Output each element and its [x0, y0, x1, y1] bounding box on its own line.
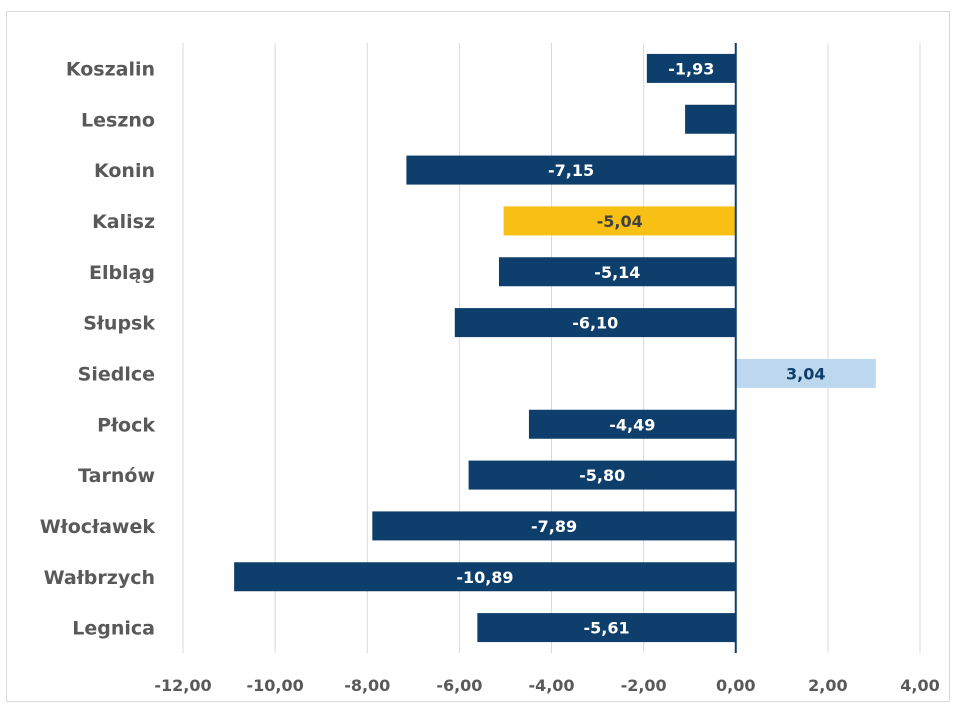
- category-label: Konin: [94, 160, 155, 182]
- data-label: -1,10: [687, 110, 733, 129]
- bars: [234, 53, 876, 643]
- data-label: -6,10: [572, 314, 618, 333]
- category-label: Tarnów: [78, 465, 155, 487]
- category-label: Siedlce: [78, 363, 155, 385]
- bar: [735, 358, 876, 388]
- bar: [454, 308, 736, 338]
- category-label: Leszno: [81, 109, 155, 131]
- category-label: Legnica: [72, 618, 155, 640]
- category-label: Elbląg: [89, 262, 155, 284]
- bar: [406, 155, 736, 185]
- data-label: -10,89: [456, 568, 513, 587]
- x-tick-label: -6,00: [436, 676, 482, 695]
- gridlines: [182, 43, 921, 653]
- labels: -12,00 -10,00 -8,00 -6,00 -4,00 -2,00 0,00 2,00…: [40, 58, 940, 695]
- data-label: -5,61: [583, 619, 629, 638]
- x-tick-label: -4,00: [528, 676, 574, 695]
- data-label: -5,04: [597, 212, 643, 231]
- x-tick-label: -12,00: [154, 676, 211, 695]
- data-label: -5,14: [594, 263, 640, 282]
- data-label: -7,15: [548, 161, 594, 180]
- bar: [503, 206, 736, 236]
- x-tick-label: 4,00: [900, 676, 939, 695]
- bar: [477, 613, 736, 643]
- data-label: -4,49: [609, 415, 655, 434]
- bar: [234, 562, 736, 592]
- x-tick-label: -8,00: [344, 676, 390, 695]
- bar: [528, 409, 736, 439]
- category-label: Wałbrzych: [44, 567, 155, 589]
- x-tick-label: -10,00: [247, 676, 304, 695]
- data-label: 3,04: [786, 364, 825, 383]
- data-label: -7,89: [531, 517, 577, 536]
- bar: [685, 104, 736, 134]
- category-label: Koszalin: [66, 58, 155, 80]
- category-label: Kalisz: [92, 211, 155, 233]
- x-tick-label: 0,00: [716, 676, 755, 695]
- bar: [646, 53, 736, 83]
- category-label: Płock: [97, 414, 155, 436]
- category-label: Włocławek: [40, 516, 156, 538]
- bar: [468, 460, 736, 490]
- data-label: -5,80: [579, 466, 625, 485]
- bar: [372, 511, 736, 541]
- bar: [498, 257, 736, 287]
- x-tick-label: 2,00: [808, 676, 847, 695]
- data-label: -1,93: [668, 59, 714, 78]
- chart-frame: [6, 11, 950, 702]
- category-label: Słupsk: [83, 313, 155, 335]
- x-tick-label: -2,00: [621, 676, 667, 695]
